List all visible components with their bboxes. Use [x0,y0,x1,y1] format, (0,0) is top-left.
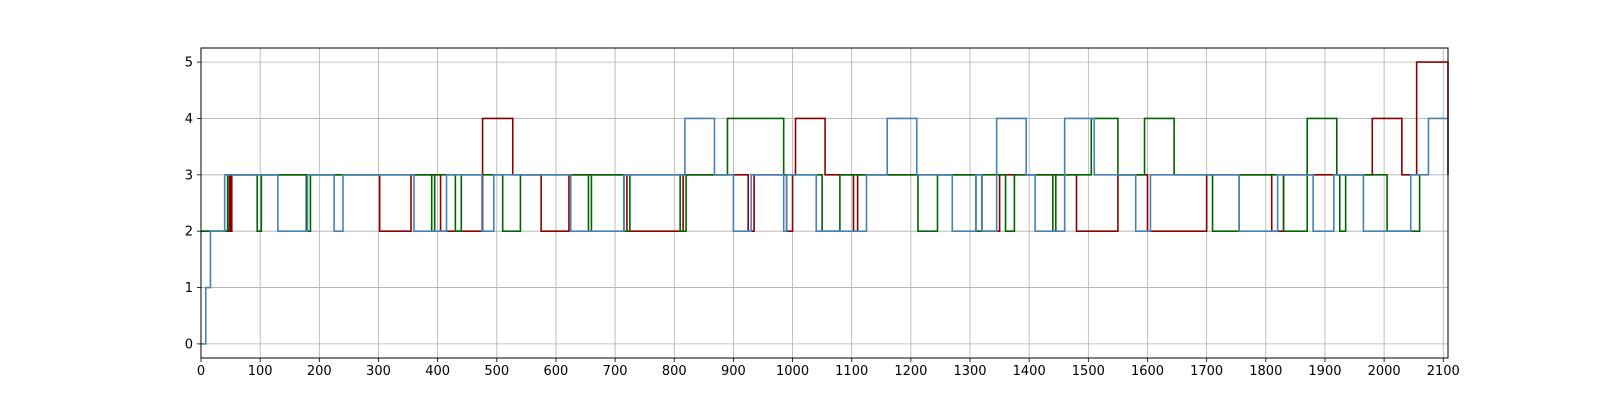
y-tick-label: 4 [185,112,193,127]
y-tick-label: 0 [185,337,193,352]
x-tick-label: 900 [721,364,746,379]
x-tick-label: 1900 [1308,364,1341,379]
x-tick-label: 700 [603,364,628,379]
x-tick-label: 0 [197,364,205,379]
x-tick-label: 200 [307,364,332,379]
series-lines [201,61,1449,345]
x-tick-label: 500 [484,364,509,379]
x-tick-label: 1200 [894,364,927,379]
plot-frame [200,47,1449,359]
y-tick-label: 2 [185,225,193,240]
y-tick-label: 1 [185,281,193,296]
x-tick-label: 300 [366,364,391,379]
x-tick-label: 100 [248,364,273,379]
x-tick-label: 1100 [835,364,868,379]
series-line-3 [201,117,1449,345]
x-tick-label: 2100 [1427,364,1460,379]
plot-area [201,48,1448,358]
y-tick-label: 3 [185,168,193,183]
x-tick-label: 2000 [1368,364,1401,379]
x-tick-label: 1500 [1072,364,1105,379]
x-tick-label: 1400 [1013,364,1046,379]
x-tick-label: 1300 [953,364,986,379]
x-tick-label: 1600 [1131,364,1164,379]
x-tick-label: 1000 [776,364,809,379]
y-tick-label: 5 [185,56,193,71]
x-tick-label: 1800 [1249,364,1282,379]
x-axis: 0 100 200 300 400 500 600 700 800 900 1000 1100 1200… [197,358,1460,379]
x-tick-label: 1700 [1190,364,1223,379]
x-tick-label: 800 [662,364,687,379]
y-axis: 0 1 2 3 4 5 [185,56,201,352]
x-tick-label: 600 [544,364,569,379]
x-tick-label: 400 [425,364,450,379]
